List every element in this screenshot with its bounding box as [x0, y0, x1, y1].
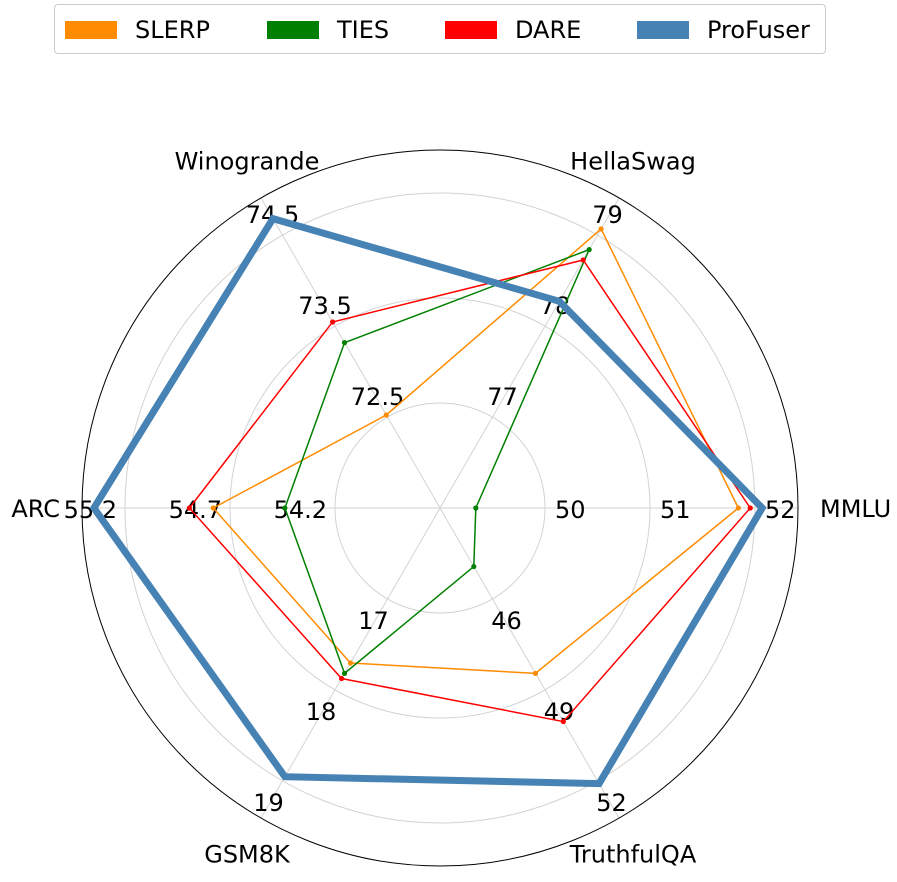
legend-label-slerp: SLERP	[135, 16, 210, 44]
tick-label-truthfulqa-3: 52	[596, 789, 627, 817]
spoke-hellaswag	[439, 197, 620, 509]
tick-label-truthfulqa-1: 46	[491, 607, 522, 635]
point-dare-mmlu	[747, 505, 753, 511]
legend-swatch-dare	[445, 21, 497, 39]
point-ties-winogrande	[341, 340, 348, 346]
spoke-winogrande	[260, 197, 441, 509]
legend-item-profuser: ProFuser	[637, 16, 810, 44]
point-dare-winogrande	[330, 319, 336, 325]
point-slerp-winogrande	[383, 412, 389, 418]
series-line-dare	[188, 259, 752, 723]
point-dare-hellaswag	[580, 257, 586, 263]
tick-label-gsm8k-2: 18	[306, 698, 337, 726]
point-slerp-arc	[210, 505, 216, 511]
tick-label-mmlu-1: 50	[555, 496, 586, 524]
legend-label-dare: DARE	[515, 16, 582, 44]
legend-item-slerp: SLERP	[65, 16, 210, 44]
point-ties-truthfulqa	[471, 563, 477, 570]
tick-label-gsm8k-3: 19	[253, 789, 284, 817]
point-dare-truthfulqa	[560, 718, 566, 725]
tick-label-mmlu-2: 51	[660, 496, 691, 524]
point-ties-gsm8k	[341, 670, 348, 676]
legend-label-profuser: ProFuser	[707, 16, 810, 44]
point-dare-gsm8k	[338, 675, 345, 682]
tick-label-gsm8k-1: 17	[358, 607, 389, 635]
tick-label-truthfulqa-2: 49	[544, 698, 575, 726]
legend-swatch-slerp	[65, 21, 117, 39]
point-slerp-mmlu	[735, 505, 741, 511]
legend-item-ties: TIES	[267, 16, 390, 44]
point-slerp-truthfulqa	[532, 670, 539, 676]
axis-label-truthfulqa: TruthfulQA	[569, 840, 697, 868]
point-ties-hellaswag	[586, 247, 592, 253]
tick-label-mmlu-3: 52	[765, 496, 796, 524]
tick-label-winogrande-2: 73.5	[298, 292, 351, 320]
point-ties-arc	[282, 505, 288, 511]
legend-item-dare: DARE	[445, 16, 582, 44]
tick-label-arc-3: 55.2	[64, 496, 117, 524]
point-dare-arc	[186, 505, 192, 511]
legend-label-ties: TIES	[337, 16, 390, 44]
tick-label-hellaswag-1: 77	[487, 383, 518, 411]
point-slerp-gsm8k	[347, 660, 354, 666]
axis-label-mmlu: MMLU	[820, 495, 891, 523]
point-slerp-hellaswag	[598, 226, 604, 232]
tick-label-hellaswag-3: 79	[592, 201, 623, 229]
axis-label-gsm8k: GSM8K	[204, 840, 291, 868]
axis-label-arc: ARC	[11, 495, 60, 523]
legend-swatch-profuser	[637, 21, 689, 39]
axis-label-winogrande: Winogrande	[175, 148, 320, 176]
series-line-profuser	[89, 214, 767, 788]
axis-label-hellaswag: HellaSwag	[570, 148, 696, 176]
tick-label-arc-1: 54.2	[274, 496, 327, 524]
spoke-truthfulqa	[439, 507, 620, 819]
legend: SLERP TIES DARE ProFuser	[54, 4, 826, 54]
point-ties-mmlu	[473, 505, 479, 511]
legend-swatch-ties	[267, 21, 319, 39]
outer-frame	[81, 149, 799, 867]
